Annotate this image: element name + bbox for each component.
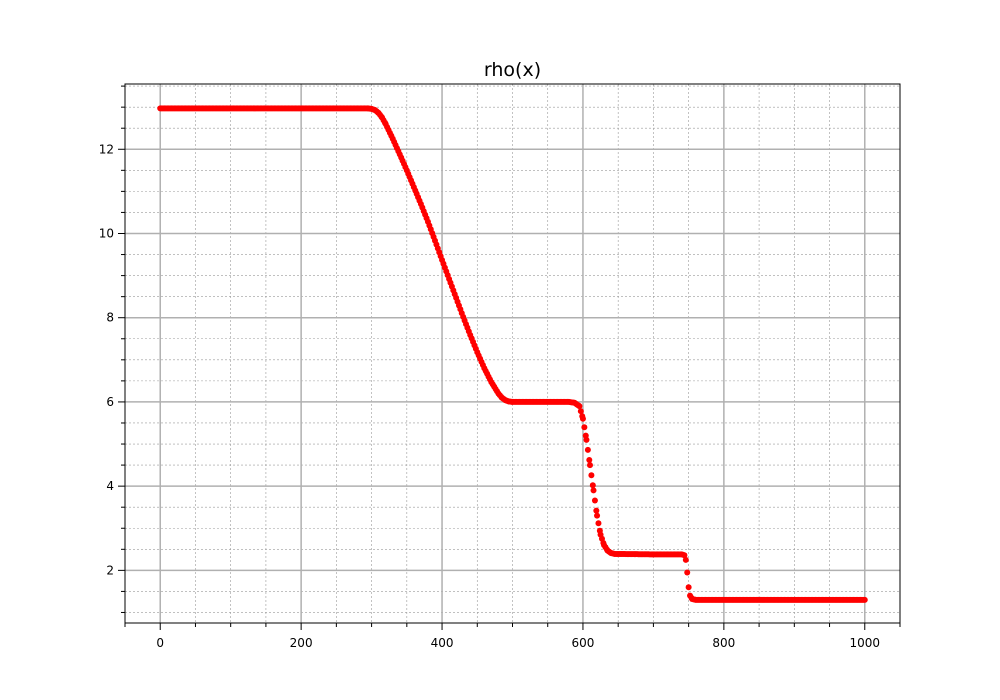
data-point xyxy=(590,487,597,494)
data-point xyxy=(587,462,593,469)
data-point xyxy=(594,512,601,519)
data-point xyxy=(579,415,586,422)
data-point xyxy=(576,403,583,410)
data-point xyxy=(581,424,588,431)
data-point xyxy=(685,584,692,591)
data-point xyxy=(588,472,595,479)
data-point xyxy=(591,497,598,504)
data-point xyxy=(584,446,591,453)
x-tick-label: 200 xyxy=(290,636,313,650)
data-point xyxy=(684,569,691,576)
y-tick-label: 12 xyxy=(99,142,114,156)
chart-title: rho(x) xyxy=(484,59,541,81)
data-point xyxy=(593,507,600,514)
y-tick-label: 4 xyxy=(106,479,114,493)
axis-ticks xyxy=(118,85,901,630)
x-tick-label: 1000 xyxy=(849,636,880,650)
data-point xyxy=(682,556,689,563)
data-point xyxy=(595,520,602,527)
axis-tick-labels: 0 200 400 600 800 1000 2 4 6 8 10 12 xyxy=(99,142,880,650)
data-point xyxy=(586,457,593,464)
data-point xyxy=(589,482,596,489)
data-point xyxy=(861,596,868,603)
x-tick-label: 800 xyxy=(712,636,735,650)
y-tick-label: 8 xyxy=(106,311,114,325)
y-tick-label: 6 xyxy=(106,395,114,409)
minor-gridlines xyxy=(124,84,901,623)
data-point xyxy=(583,436,590,443)
data-point xyxy=(577,408,584,415)
x-tick-label: 0 xyxy=(156,636,164,650)
y-tick-label: 2 xyxy=(106,563,114,577)
data-points xyxy=(157,105,868,603)
x-tick-label: 600 xyxy=(572,636,595,650)
y-tick-label: 10 xyxy=(99,226,114,240)
data-point xyxy=(681,552,688,559)
x-tick-label: 400 xyxy=(431,636,454,650)
